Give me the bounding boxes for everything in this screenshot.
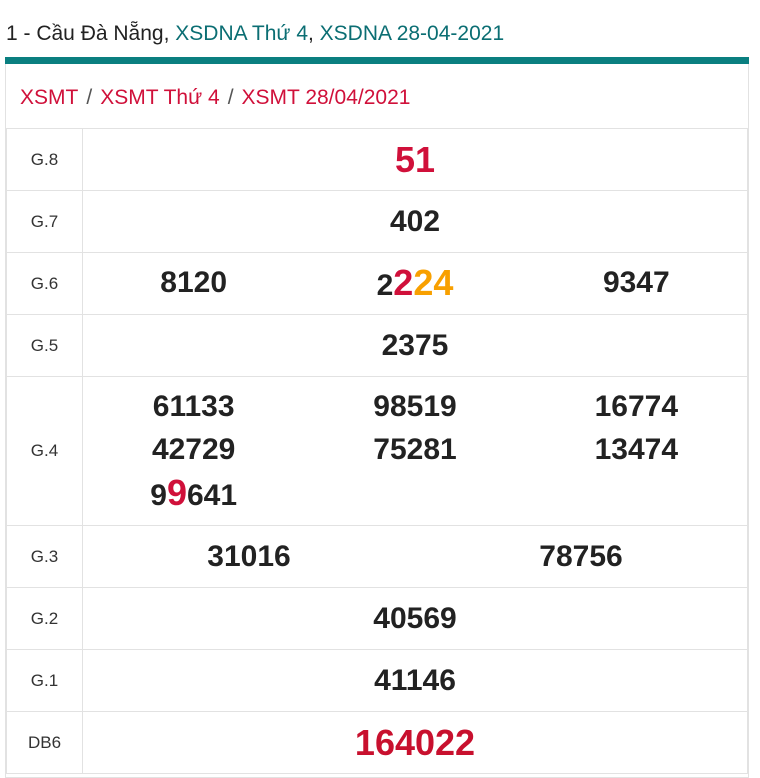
breadcrumb-xsmt-date[interactable]: XSMT 28/04/2021	[241, 86, 411, 109]
prize-numbers: 61133 98519 16774 42729 75281 13474 99641	[82, 376, 748, 526]
breadcrumb-xsmt[interactable]: XSMT	[20, 86, 79, 109]
prize-row: G.7 402	[6, 190, 748, 253]
prize-label: G.2	[6, 587, 83, 650]
number-digit-segment: 2	[393, 261, 414, 303]
number-digit-segment: 2	[376, 268, 394, 302]
prize-row: DB6 164022	[6, 711, 748, 774]
prize-row: G.3 31016 78756	[6, 525, 748, 588]
prize-numbers: 40569	[82, 587, 748, 650]
prize-number: 75281	[373, 433, 457, 466]
prize-numbers: 51	[82, 128, 748, 191]
link-xsdna-weekday[interactable]: XSDNA Thứ 4	[175, 22, 308, 45]
prize-number: 16774	[594, 390, 679, 423]
prize-label: G.6	[6, 252, 83, 315]
prize-number: 61133	[152, 390, 235, 423]
prize-numbers: 2375	[82, 314, 748, 377]
prize-number: 51	[394, 139, 436, 180]
prize-number: 8120	[160, 265, 228, 299]
prize-numbers: 402	[82, 190, 748, 253]
prize-row: G.5 2375	[6, 314, 748, 377]
breadcrumb-xsmt-weekday[interactable]: XSMT Thứ 4	[100, 86, 220, 109]
number-digit-segment: 9	[166, 472, 187, 513]
title-prefix: 1 - Cầu Đà Nẵng,	[6, 22, 176, 45]
prize-row: G.2 40569	[6, 587, 748, 650]
prize-number: 9347	[602, 265, 670, 299]
link-xsdna-date[interactable]: XSDNA 28-04-2021	[319, 22, 505, 45]
results-table: G.8 51 G.7 402 G.6 8120 2224 9347 G.5 2375 G.4 6113…	[6, 128, 748, 774]
prize-label: G.3	[6, 525, 83, 588]
prize-number: 78756	[539, 540, 623, 573]
prize-number: 13474	[594, 433, 679, 466]
prize-label: G.1	[6, 649, 83, 712]
prize-row: G.4 61133 98519 16774 42729 75281 13474 99641	[6, 376, 748, 526]
number-digit-segment: 24	[413, 261, 454, 303]
prize-number: 98519	[373, 390, 457, 423]
prize-numbers: 31016 78756	[82, 525, 748, 588]
prize-label: G.7	[6, 190, 83, 253]
breadcrumb: XSMT / XSMT Thứ 4 / XSMT 28/04/2021	[20, 86, 410, 110]
number-digit-segment: 641	[186, 479, 238, 512]
special-prize-number: 164022	[354, 722, 476, 763]
prize-row: G.6 8120 2224 9347	[6, 252, 748, 315]
prize-label: G.8	[6, 128, 83, 191]
prize-numbers: 8120 2224 9347	[82, 252, 748, 315]
prize-number: 2224	[304, 261, 525, 307]
prize-numbers: 41146	[82, 649, 748, 712]
breadcrumb-separator: /	[227, 86, 234, 109]
accent-bar	[5, 57, 749, 64]
prize-number: 40569	[373, 602, 457, 635]
prize-number: 31016	[207, 540, 291, 573]
prize-number: 2375	[381, 329, 449, 362]
page-title: 1 - Cầu Đà Nẵng, XSDNA Thứ 4, XSDNA 28-0…	[6, 22, 504, 46]
prize-row: G.8 51	[6, 128, 748, 191]
prize-number: 42729	[151, 433, 236, 466]
breadcrumb-separator: /	[86, 86, 93, 109]
prize-label: G.5	[6, 314, 83, 377]
prize-numbers: 164022	[82, 711, 748, 774]
prize-label: G.4	[6, 376, 83, 526]
prize-label: DB6	[6, 711, 83, 774]
prize-number: 402	[389, 205, 441, 238]
title-comma: ,	[308, 22, 320, 45]
prize-number: 99641	[83, 471, 304, 517]
prize-number: 41146	[374, 664, 456, 697]
prize-row: G.1 41146	[6, 649, 748, 712]
number-digit-segment: 9	[150, 479, 167, 512]
